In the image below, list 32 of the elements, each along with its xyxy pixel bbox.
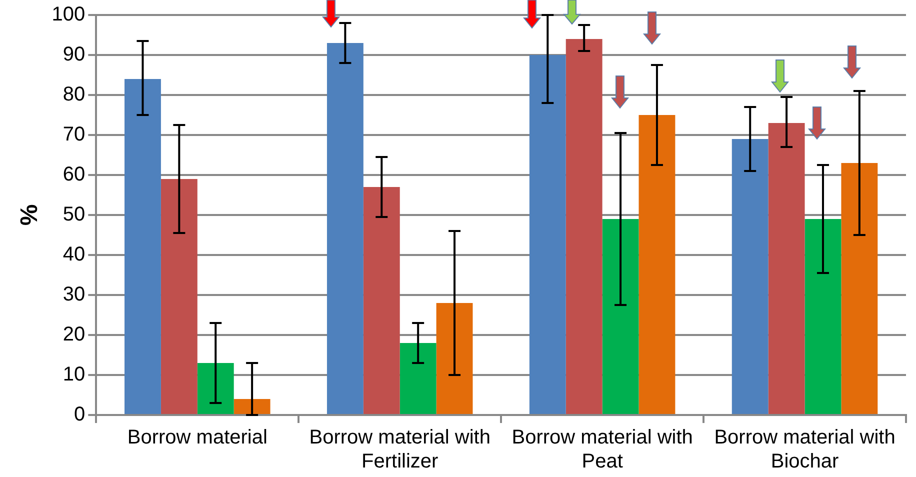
x-tick-label: Borrow material with Biochar [714, 426, 896, 473]
bar [197, 363, 234, 414]
bar [841, 163, 878, 414]
bar [234, 399, 270, 414]
y-tick-label: 70 [62, 124, 86, 146]
bar [326, 43, 364, 414]
bar [804, 219, 842, 414]
bar [602, 219, 639, 414]
bar [768, 123, 805, 414]
y-tick-label: 80 [62, 84, 86, 106]
x-tick-label: Borrow material with Fertilizer [309, 426, 490, 473]
x-tick-label: Borrow material with Peat [512, 426, 693, 473]
y-tick-label: 90 [62, 44, 86, 66]
y-tick-label: 60 [62, 164, 86, 186]
y-tick-label: 20 [62, 324, 86, 346]
bar [400, 343, 436, 414]
y-tick-label: 0 [74, 404, 86, 426]
bar [638, 115, 676, 414]
bar [363, 187, 400, 414]
y-tick-label: 100 [52, 4, 86, 26]
y-tick-label: 50 [62, 204, 86, 226]
y-axis-title: % [16, 204, 44, 226]
y-tick-label: 30 [62, 284, 86, 306]
bar [529, 55, 566, 414]
bar [160, 179, 198, 414]
y-tick-label: 10 [62, 364, 86, 386]
x-tick-label: Borrow material [127, 426, 268, 449]
y-tick-label: 40 [62, 244, 86, 266]
bar [124, 79, 161, 414]
bar [732, 139, 768, 414]
bar [436, 303, 473, 414]
bar [566, 39, 602, 414]
